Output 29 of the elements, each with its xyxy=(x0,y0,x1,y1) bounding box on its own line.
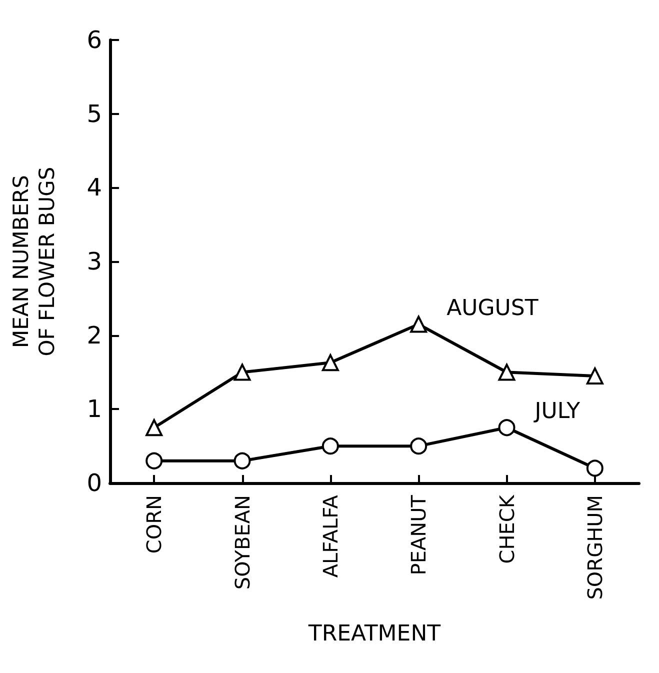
y-tick-label: 2 xyxy=(86,321,102,350)
x-tick-label: SOYBEAN xyxy=(230,495,254,590)
point xyxy=(586,460,604,477)
y-tick-label: 3 xyxy=(86,248,102,276)
x-tick-label: CORN xyxy=(142,495,166,554)
point xyxy=(146,419,163,436)
y-tick-label: 0 xyxy=(86,469,102,497)
point xyxy=(410,316,428,333)
point xyxy=(322,354,339,372)
y-axis-title: MEAN NUMBERS OF FLOWER BUGS xyxy=(9,166,59,356)
series-label: JULY xyxy=(532,399,581,424)
y-tick-label: 5 xyxy=(86,100,102,128)
point xyxy=(410,438,428,455)
point xyxy=(322,438,339,455)
point xyxy=(586,367,604,384)
point xyxy=(498,364,516,381)
point xyxy=(146,452,163,470)
x-axis-title: TREATMENT xyxy=(307,622,442,646)
point xyxy=(234,364,251,381)
x-tick-label: SORGHUM xyxy=(582,495,607,600)
y-tick-label: 6 xyxy=(86,26,102,54)
x-tick-label: CHECK xyxy=(494,494,519,564)
y-tick-label: 4 xyxy=(86,174,102,202)
x-tick-label: PEANUT xyxy=(406,494,431,576)
y-tick-label: 1 xyxy=(86,395,102,424)
series-label: AUGUST xyxy=(446,296,539,321)
point xyxy=(498,419,516,436)
point xyxy=(234,452,251,470)
x-tick-label: ALFALFA xyxy=(318,494,342,578)
